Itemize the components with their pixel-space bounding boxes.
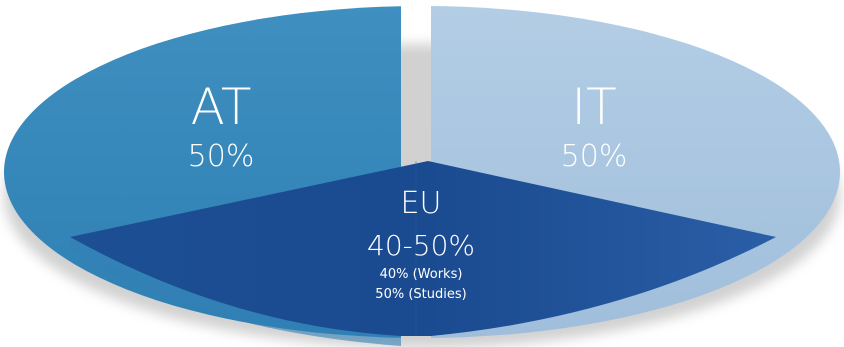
eu-detail-studies: 50% (Studies): [375, 287, 466, 302]
at-bottom-rim: [70, 238, 401, 346]
it-code: IT: [571, 78, 616, 136]
eu-segment: [70, 161, 776, 336]
at-code: AT: [191, 78, 252, 136]
eu-detail-works: 40% (Works): [380, 267, 463, 282]
eu-range: 40-50%: [367, 229, 475, 262]
it-value: 50%: [561, 139, 628, 174]
at-value: 50%: [188, 139, 255, 174]
eu-code: EU: [401, 186, 442, 221]
